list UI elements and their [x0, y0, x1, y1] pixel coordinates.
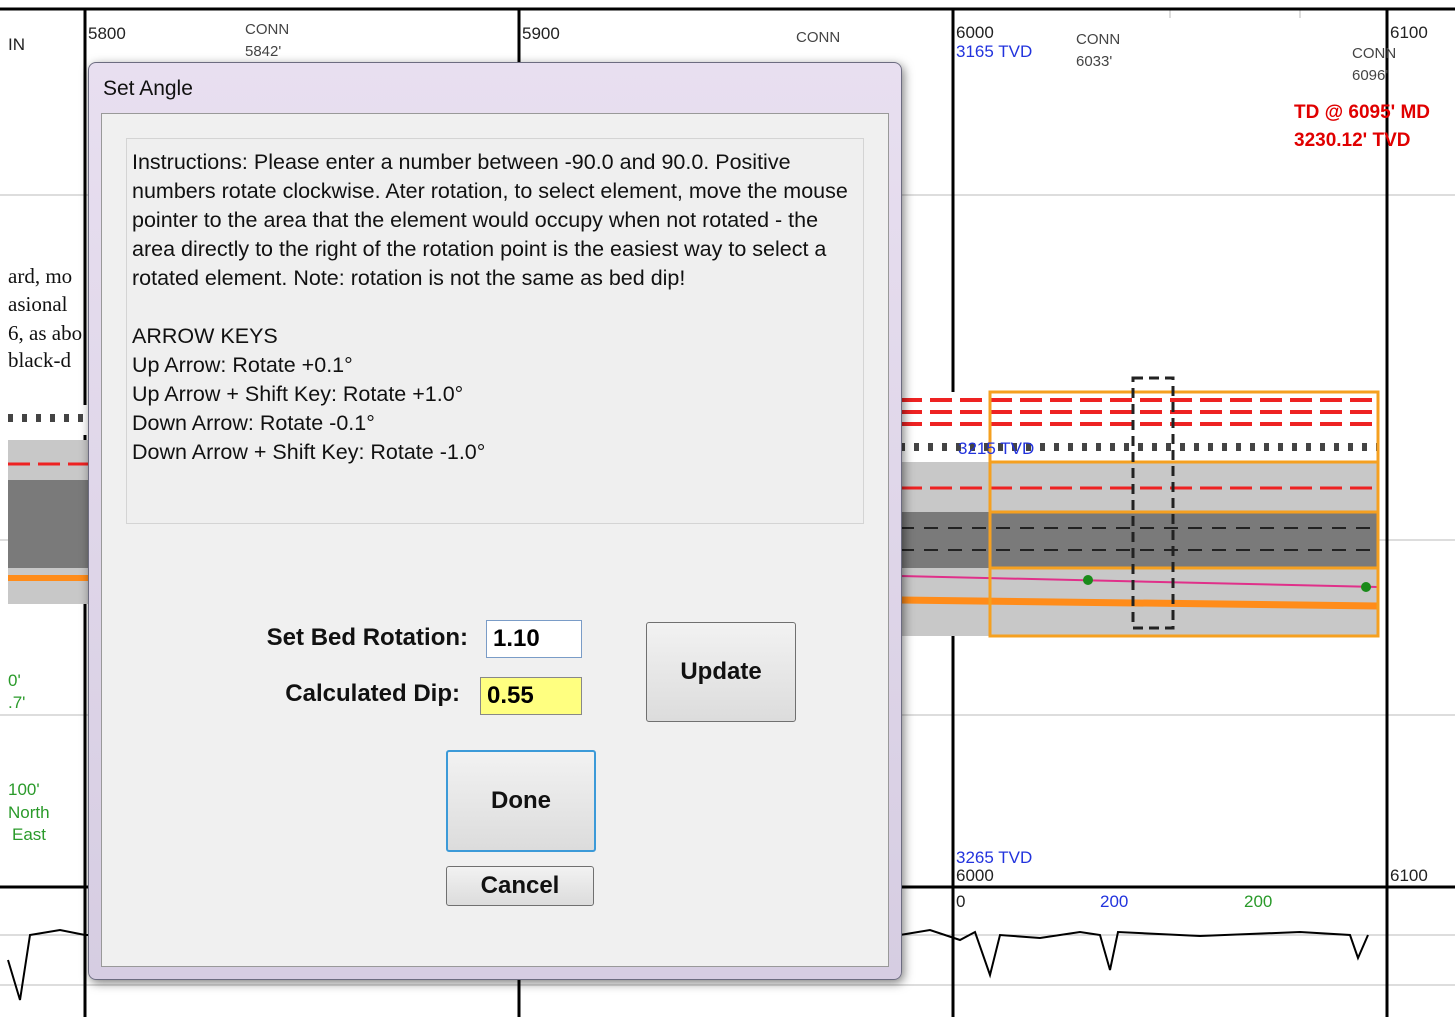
- update-button[interactable]: Update: [646, 622, 796, 722]
- arrow-key-line: Up Arrow + Shift Key: Rotate +1.0°: [132, 380, 858, 409]
- survey-label: 0': [8, 672, 21, 689]
- depth-label: 6100: [1390, 867, 1428, 884]
- conn-depth: 5842': [245, 44, 281, 59]
- arrow-keys-heading: ARROW KEYS: [132, 322, 858, 351]
- survey-label: East: [12, 826, 46, 843]
- survey-label: North: [8, 804, 50, 821]
- arrow-key-line: Up Arrow: Rotate +0.1°: [132, 351, 858, 380]
- conn-depth: 6033': [1076, 54, 1112, 69]
- scale-label: 0: [956, 893, 965, 910]
- depth-label: 5900: [522, 25, 560, 42]
- depth-label: 5800: [88, 25, 126, 42]
- dialog-panel: Instructions: Please enter a number betw…: [101, 113, 889, 967]
- survey-label: 100': [8, 781, 40, 798]
- set-angle-dialog: Set Angle Instructions: Please enter a n…: [88, 62, 902, 980]
- conn-label: CONN: [1352, 46, 1396, 61]
- dialog-title: Set Angle: [103, 77, 193, 101]
- tvd-label: 3265 TVD: [956, 849, 1032, 866]
- dip-output: 0.55: [480, 677, 582, 715]
- done-button[interactable]: Done: [446, 750, 596, 852]
- description-text: ard, mo: [8, 266, 72, 287]
- description-text: black-d: [8, 350, 71, 371]
- rotation-label: Set Bed Rotation:: [202, 624, 468, 652]
- arrow-key-line: Down Arrow + Shift Key: Rotate -1.0°: [132, 438, 858, 467]
- tvd-label: 3165 TVD: [956, 43, 1032, 60]
- rotation-input[interactable]: 1.10: [486, 620, 582, 658]
- survey-label: .7': [8, 694, 25, 711]
- conn-label: CONN: [245, 22, 289, 37]
- conn-depth: 6096': [1352, 68, 1388, 83]
- scale-label: 200: [1100, 893, 1128, 910]
- instructions-text: Instructions: Please enter a number betw…: [132, 148, 858, 293]
- scale-label: 200: [1244, 893, 1272, 910]
- description-text: 6, as abo: [8, 323, 82, 344]
- td-label: TD @ 6095' MD: [1294, 103, 1430, 122]
- cancel-button[interactable]: Cancel: [446, 866, 594, 906]
- depth-label: 6000: [956, 867, 994, 884]
- tvd-label: 3215 TVD: [958, 440, 1034, 457]
- depth-label: 6100: [1390, 24, 1428, 41]
- td-label: 3230.12' TVD: [1294, 131, 1410, 150]
- conn-label: CONN: [796, 30, 840, 45]
- screen: IN 5800 CONN 5842' 5900 CONN 6000 3165 T…: [0, 0, 1455, 1017]
- instructions-box: Instructions: Please enter a number betw…: [126, 138, 864, 524]
- depth-label: 6000: [956, 24, 994, 41]
- arrow-key-line: Down Arrow: Rotate -0.1°: [132, 409, 858, 438]
- description-text: asional: [8, 294, 67, 315]
- conn-label: CONN: [1076, 32, 1120, 47]
- dip-label: Calculated Dip:: [202, 680, 460, 708]
- log-label: IN: [8, 36, 25, 53]
